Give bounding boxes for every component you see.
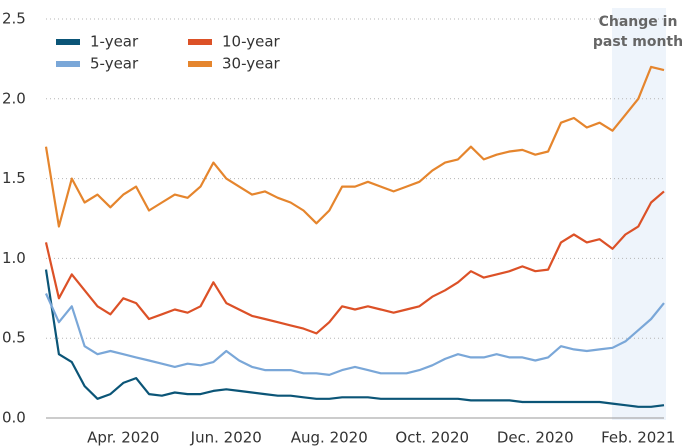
y-tick-label: 2.5 [2, 10, 26, 28]
y-tick-label: 1.5 [2, 169, 26, 187]
legend-label: 10-year [222, 33, 281, 51]
x-tick-label: Oct. 2020 [395, 429, 469, 447]
x-tick-label: Apr. 2020 [87, 429, 159, 447]
y-tick-label: 2.0 [2, 89, 26, 107]
y-tick-label: 1.0 [2, 249, 26, 267]
series-line [44, 190, 665, 335]
legend-label: 5-year [90, 55, 139, 73]
y-tick-label: 0.0 [2, 409, 26, 427]
legend-label: 30-year [222, 55, 281, 73]
annotation: past month [593, 34, 683, 50]
y-tick-label: 0.5 [2, 329, 26, 347]
x-tick-label: Feb. 2021 [601, 429, 675, 447]
annotation: Change in [599, 14, 678, 30]
x-tick-label: Aug. 2020 [291, 429, 368, 447]
recent-shade [612, 8, 666, 420]
x-tick-label: Jun. 2020 [190, 429, 262, 447]
x-tick-label: Dec. 2020 [497, 429, 574, 447]
series-line [44, 269, 665, 408]
series-line [44, 293, 665, 376]
legend-label: 1-year [90, 33, 139, 51]
series-line [44, 65, 665, 228]
